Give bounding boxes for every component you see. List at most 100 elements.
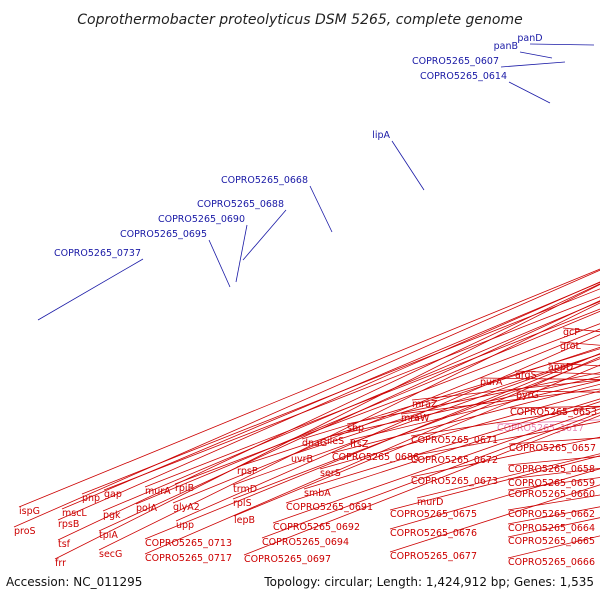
top-leader-line — [519, 51, 553, 59]
bottom-gene-label: mscL — [62, 508, 87, 519]
top-leader-line — [508, 81, 551, 104]
bottom-leader-line — [389, 468, 600, 530]
bottom-gene-label: rplS — [233, 498, 252, 509]
bottom-leader-line — [301, 348, 600, 440]
top-leader-line — [391, 140, 425, 191]
bottom-leader-line — [57, 283, 600, 541]
bottom-gene-label: pgk — [103, 510, 121, 521]
bottom-gene-label: frr — [55, 558, 66, 569]
bottom-gene-label: glyA2 — [173, 502, 200, 513]
bottom-leader-line — [61, 281, 600, 510]
bottom-gene-label: polA — [136, 503, 157, 514]
bottom-leader-line — [236, 346, 600, 468]
bottom-gene-label: COPRO5265_0697 — [244, 554, 331, 565]
bottom-gene-label: COPRO5265_0691 — [286, 502, 373, 513]
bottom-gene-label: COPRO5265_0713 — [145, 538, 232, 549]
bottom-gene-label: mraW — [401, 413, 430, 424]
bottom-gene-label: murA — [145, 486, 171, 497]
bottom-gene-label: COPRO5265_1617 — [497, 423, 584, 434]
bottom-gene-label: COPRO5265_0659 — [508, 478, 595, 489]
bottom-leader-line — [261, 412, 600, 539]
bottom-gene-label: tpiA — [99, 530, 118, 541]
top-gene-label: COPRO5265_0688 — [197, 199, 284, 210]
accession-text: Accession: NC_011295 — [6, 575, 142, 589]
bottom-gene-label: rpiB — [175, 483, 194, 494]
bottom-gene-label: groL — [560, 341, 582, 352]
top-gene-label: COPRO5265_0607 — [412, 56, 499, 67]
bottom-gene-label: trmD — [233, 484, 257, 495]
bottom-gene-label: COPRO5265_0717 — [145, 553, 232, 564]
bottom-gene-label: ftsZ — [350, 439, 369, 450]
bottom-gene-label: COPRO5265_0676 — [390, 528, 477, 539]
top-leader-line — [208, 239, 231, 288]
bottom-gene-label: COPRO5265_0666 — [508, 557, 595, 568]
bottom-gene-label: COPRO5265_0657 — [509, 443, 596, 454]
bottom-gene-label: COPRO5265_0664 — [508, 523, 595, 534]
bottom-leader-line — [285, 401, 600, 504]
bottom-leader-line — [144, 308, 600, 488]
bottom-leader-line — [81, 288, 600, 495]
bottom-leader-line — [303, 398, 600, 490]
bottom-labels: gcPgroLappDargSpyrGpurACOPRO5265_0653COP… — [13, 268, 600, 569]
bottom-leader-line — [272, 408, 600, 524]
bottom-gene-label: rpsP — [237, 466, 258, 477]
bottom-gene-label: COPRO5265_0677 — [390, 551, 477, 562]
top-gene-label: lipA — [372, 130, 390, 141]
bottom-leader-line — [232, 353, 600, 486]
bottom-leader-line — [331, 383, 600, 454]
top-gene-label: panD — [517, 33, 542, 44]
bottom-gene-label: appD — [548, 362, 573, 373]
bottom-leader-line — [349, 380, 600, 441]
topology-text: Topology: circular; Length: 1,424,912 bp… — [263, 575, 594, 589]
bottom-leader-line — [57, 281, 600, 521]
top-gene-label: COPRO5265_0614 — [420, 71, 507, 82]
bottom-gene-label: upp — [176, 520, 194, 531]
top-leader-line — [529, 43, 595, 46]
top-gene-label: COPRO5265_0737 — [54, 248, 141, 259]
bottom-gene-label: COPRO5265_0692 — [273, 522, 360, 533]
bottom-leader-line — [326, 376, 600, 438]
bottom-gene-label: COPRO5265_0658 — [508, 464, 595, 475]
bottom-leader-line — [172, 328, 600, 504]
bottom-gene-label: pyrG — [516, 390, 539, 401]
bottom-gene-label: rpsB — [58, 519, 79, 530]
bottom-leader-line — [233, 364, 600, 517]
top-gene-label: panB — [494, 41, 518, 52]
bottom-leader-line — [290, 353, 600, 456]
top-leader-line — [37, 258, 144, 321]
top-leader-line — [309, 185, 333, 233]
bottom-leader-line — [102, 300, 600, 512]
bottom-gene-label: tsf — [58, 539, 71, 550]
bottom-gene-label: COPRO5265_0694 — [262, 537, 349, 548]
top-gene-label: COPRO5265_0668 — [221, 175, 308, 186]
bottom-gene-label: gap — [104, 489, 122, 500]
top-gene-label: COPRO5265_0695 — [120, 229, 207, 240]
bottom-gene-label: ileS — [327, 436, 344, 447]
top-leader-line — [235, 224, 248, 283]
bottom-gene-label: COPRO5265_0675 — [390, 509, 477, 520]
bottom-leader-line — [389, 455, 600, 511]
bottom-gene-label: COPRO5265_0653 — [510, 407, 597, 418]
bottom-gene-label: pnp — [82, 493, 100, 504]
top-leader-line — [242, 209, 287, 261]
top-gene-label: COPRO5265_0690 — [158, 214, 245, 225]
bottom-leader-line — [103, 296, 600, 491]
bottom-gene-label: proS — [14, 526, 36, 537]
bottom-leader-line — [135, 310, 600, 505]
bottom-leader-line — [144, 356, 600, 555]
bottom-leader-line — [54, 283, 600, 560]
map-title: Coprothermobacter proteolyticus DSM 5265… — [77, 12, 522, 28]
bottom-gene-label: murD — [417, 497, 444, 508]
bottom-gene-label: COPRO5265_0662 — [508, 509, 595, 520]
bottom-gene-label: COPRO5265_0671 — [411, 435, 498, 446]
bottom-gene-label: ispG — [19, 506, 40, 517]
bottom-leader-line — [98, 302, 600, 551]
bottom-gene-label: gcP — [563, 327, 580, 338]
bottom-leader-line — [18, 268, 600, 508]
bottom-gene-label: COPRO5265_0665 — [508, 536, 595, 547]
bottom-leader-line — [389, 484, 600, 553]
bottom-gene-label: COPRO5265_0660 — [508, 489, 595, 500]
bottom-gene-label: COPRO5265_0672 — [411, 455, 498, 466]
